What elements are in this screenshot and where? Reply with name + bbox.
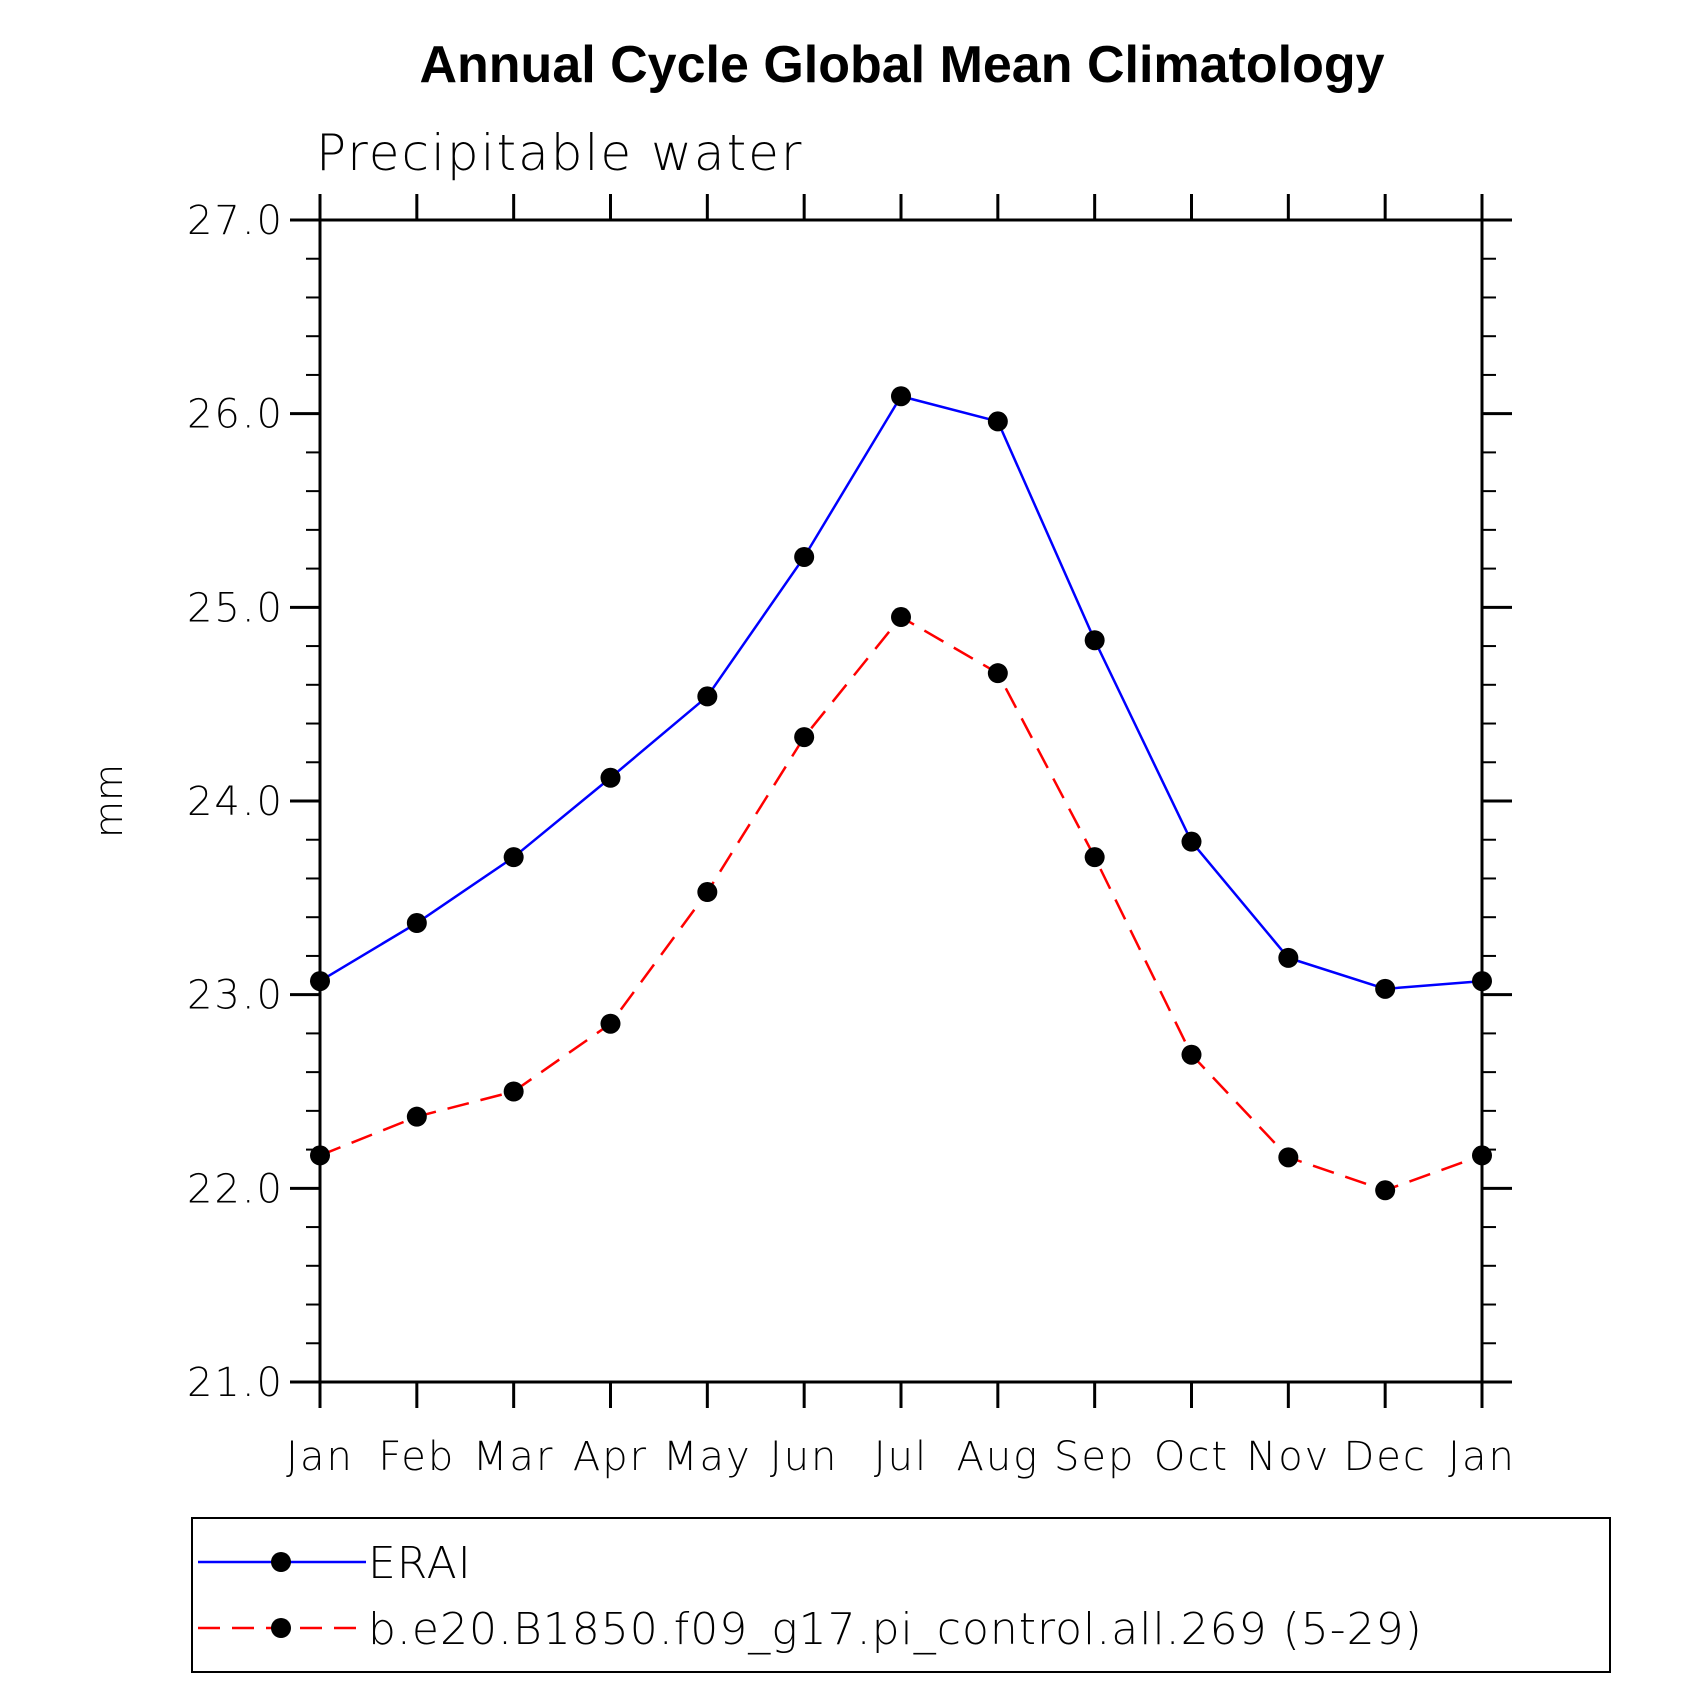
x-tick-label: Feb xyxy=(378,1434,455,1480)
legend-marker xyxy=(271,1552,291,1572)
data-point xyxy=(503,1081,524,1102)
chart-title: Annual Cycle Global Mean Climatology xyxy=(419,36,1384,94)
x-tick-label: Jan xyxy=(1448,1434,1516,1480)
y-tick-label: 22.0 xyxy=(187,1166,284,1212)
x-tick-label: Mar xyxy=(473,1434,554,1480)
x-tick-label: May xyxy=(663,1434,752,1480)
x-tick-label: Nov xyxy=(1246,1434,1330,1480)
data-point xyxy=(310,1145,330,1166)
series-line xyxy=(319,394,1483,991)
data-point xyxy=(1181,1044,1202,1065)
data-point xyxy=(503,847,524,868)
series-1 xyxy=(310,607,1492,1201)
series-line xyxy=(319,615,1483,1192)
y-tick-label: 24.0 xyxy=(187,779,284,825)
x-tick-label: Jan xyxy=(286,1434,354,1480)
data-point xyxy=(406,913,427,934)
x-tick-label: Apr xyxy=(573,1434,648,1480)
data-point xyxy=(697,882,718,903)
legend-marker xyxy=(271,1618,291,1638)
x-tick-label: Oct xyxy=(1154,1434,1229,1480)
data-point xyxy=(1472,971,1492,992)
axes: Jan Feb Mar Apr May Jun Jul Aug Sep Oct Nov Dec Jan2… xyxy=(187,194,1516,1480)
data-point xyxy=(1375,978,1396,999)
legend-box xyxy=(191,1517,1611,1673)
data-point xyxy=(310,971,330,992)
y-tick-label: 26.0 xyxy=(187,392,284,438)
data-point xyxy=(794,727,815,748)
y-tick-label: 23.0 xyxy=(187,973,284,1019)
x-tick-label: Aug xyxy=(956,1434,1039,1480)
legend-label: b.e20.B1850.f09_g17.pi_control.all.269 (… xyxy=(368,1604,1423,1655)
data-point xyxy=(987,411,1008,432)
x-tick-label: Jul xyxy=(874,1434,928,1480)
data-point xyxy=(1084,630,1105,651)
x-tick-label: Jun xyxy=(770,1434,839,1480)
y-tick-label: 25.0 xyxy=(187,585,284,631)
data-point xyxy=(987,663,1008,684)
data-point xyxy=(600,1013,621,1034)
x-tick-label: Sep xyxy=(1054,1434,1135,1480)
y-axis-label: mm xyxy=(87,764,131,838)
data-point xyxy=(1278,1147,1299,1168)
legend-item: ERAI xyxy=(198,1538,472,1589)
legend: ERAI b.e20.B1850.f09_g17.pi_control.all.2… xyxy=(191,1517,1611,1673)
data-point xyxy=(891,607,911,628)
data-point xyxy=(1375,1180,1396,1201)
data-point xyxy=(406,1106,427,1127)
data-point xyxy=(794,546,815,567)
y-tick-label: 27.0 xyxy=(187,198,284,244)
data-point xyxy=(891,386,911,407)
data-point xyxy=(1278,947,1299,968)
legend-label: ERAI xyxy=(368,1538,472,1589)
data-point xyxy=(697,686,718,707)
y-tick-label: 21.0 xyxy=(187,1360,284,1406)
chart-subtitle: Precipitable water xyxy=(316,124,804,182)
data-point xyxy=(1181,831,1202,852)
data-point xyxy=(1084,847,1105,868)
legend-item: b.e20.B1850.f09_g17.pi_control.all.269 (… xyxy=(198,1604,1423,1655)
data-point xyxy=(600,767,621,788)
data-point xyxy=(1472,1145,1492,1166)
series-layer xyxy=(310,386,1492,1201)
x-tick-label: Dec xyxy=(1343,1434,1426,1480)
series-0 xyxy=(310,386,1492,999)
